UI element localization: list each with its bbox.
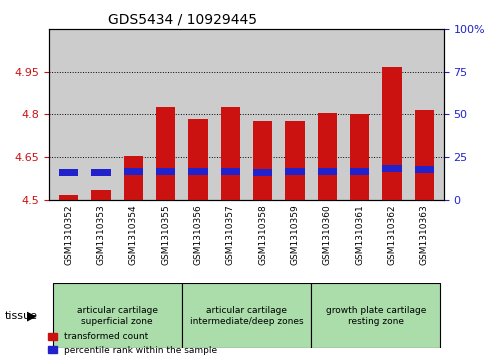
Text: growth plate cartilage
resting zone: growth plate cartilage resting zone bbox=[325, 306, 426, 326]
Bar bbox=[91, 169, 111, 176]
Bar bbox=[415, 110, 434, 200]
Bar bbox=[156, 168, 176, 175]
Text: ▶: ▶ bbox=[27, 309, 37, 322]
Bar bbox=[317, 113, 337, 200]
Bar bbox=[221, 107, 240, 200]
Bar bbox=[350, 168, 369, 175]
Bar bbox=[415, 166, 434, 174]
Legend: transformed count, percentile rank within the sample: transformed count, percentile rank withi… bbox=[44, 329, 220, 359]
Text: articular cartilage
superficial zone: articular cartilage superficial zone bbox=[77, 306, 158, 326]
Bar bbox=[91, 190, 111, 200]
Bar bbox=[382, 68, 402, 200]
Bar bbox=[59, 169, 78, 176]
Bar bbox=[253, 168, 272, 176]
Text: articular cartilage
intermediate/deep zones: articular cartilage intermediate/deep zo… bbox=[190, 306, 303, 326]
Bar bbox=[188, 119, 208, 200]
Bar bbox=[188, 168, 208, 175]
Bar bbox=[124, 168, 143, 175]
Bar bbox=[156, 107, 176, 200]
FancyBboxPatch shape bbox=[311, 283, 440, 348]
Text: tissue: tissue bbox=[5, 311, 38, 321]
Text: GDS5434 / 10929445: GDS5434 / 10929445 bbox=[108, 12, 257, 26]
Bar bbox=[221, 168, 240, 175]
Bar bbox=[285, 122, 305, 200]
FancyBboxPatch shape bbox=[182, 283, 311, 348]
Bar bbox=[382, 165, 402, 172]
Bar bbox=[317, 168, 337, 175]
FancyBboxPatch shape bbox=[53, 283, 182, 348]
Bar bbox=[124, 156, 143, 200]
Bar bbox=[59, 195, 78, 200]
Bar bbox=[350, 114, 369, 200]
Bar bbox=[253, 122, 272, 200]
Bar bbox=[285, 168, 305, 175]
